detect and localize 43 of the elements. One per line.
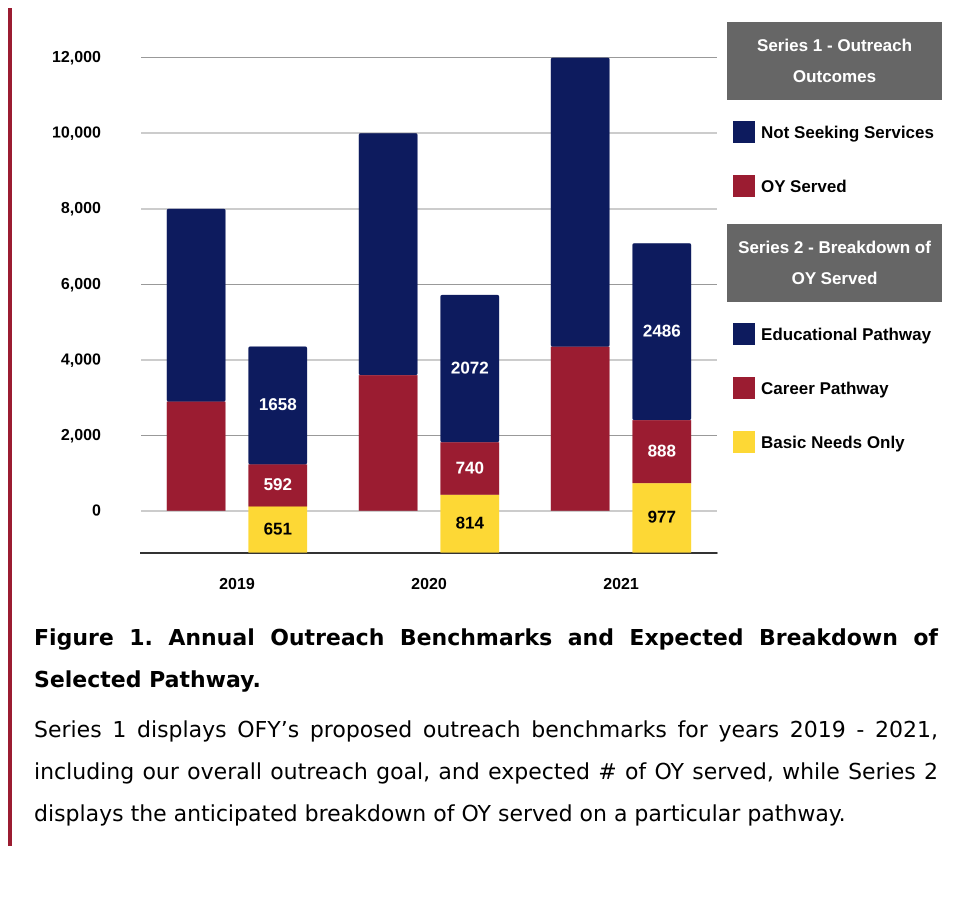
data-label: 592: [264, 475, 292, 494]
bar: [358, 133, 418, 376]
bar: [550, 58, 610, 347]
data-label: 1658: [258, 395, 297, 414]
bar: [166, 402, 226, 511]
data-label: 888: [648, 441, 676, 460]
bar: [248, 506, 308, 553]
y-tick-label: 0: [92, 502, 102, 520]
bar: [440, 294, 500, 442]
bar: [550, 346, 610, 511]
text: Figure 1. Annual Outreach Benchmarks and Expected Breakdown of Selected Pathway.: [34, 625, 938, 695]
data-label: 740: [456, 458, 484, 478]
legend-label: Basic Needs Only: [761, 432, 905, 454]
legend-label: Not Seeking Services: [761, 122, 934, 144]
y-tick-label: 6,000: [60, 276, 102, 293]
y-tick-label: 8,000: [60, 200, 102, 218]
bar: [440, 494, 500, 553]
y-tick-label: 10,000: [52, 124, 102, 142]
legend-label: OY Served: [761, 176, 847, 198]
y-tick-label: 4,000: [60, 351, 102, 368]
data-label: 814: [456, 514, 484, 533]
legend-label: Educational Pathway: [761, 324, 932, 346]
x-tick-label: 2021: [603, 576, 639, 593]
bar: [632, 483, 692, 553]
bar: [632, 420, 692, 484]
x-tick-label: 2019: [219, 576, 255, 593]
y-tick-label: 2,000: [60, 427, 102, 444]
text: Series 1 displays OFY’s proposed outreach benchmarks for years 2019 - 2021, including our overall outreach goal, and expected # of OY served, while Series 2 displays the anticipated breakdown of OY served on a particular pathway.: [34, 717, 938, 829]
data-label: 977: [648, 508, 676, 527]
bar: [248, 346, 308, 464]
bar: [632, 243, 692, 420]
bar: [248, 464, 308, 506]
text: Series 2 - Breakdown of OY Served: [727, 224, 942, 302]
y-tick-label: 12,000: [52, 49, 102, 66]
x-tick-label: 2020: [411, 576, 447, 593]
data-label: 2072: [450, 358, 489, 378]
legend-label: Career Pathway: [761, 378, 889, 400]
data-label: 651: [264, 519, 292, 538]
text: Series 1 - Outreach Outcomes: [727, 22, 942, 100]
bar: [440, 442, 500, 495]
bar: [358, 375, 418, 511]
data-label: 2486: [642, 321, 681, 340]
bar: [166, 208, 226, 402]
